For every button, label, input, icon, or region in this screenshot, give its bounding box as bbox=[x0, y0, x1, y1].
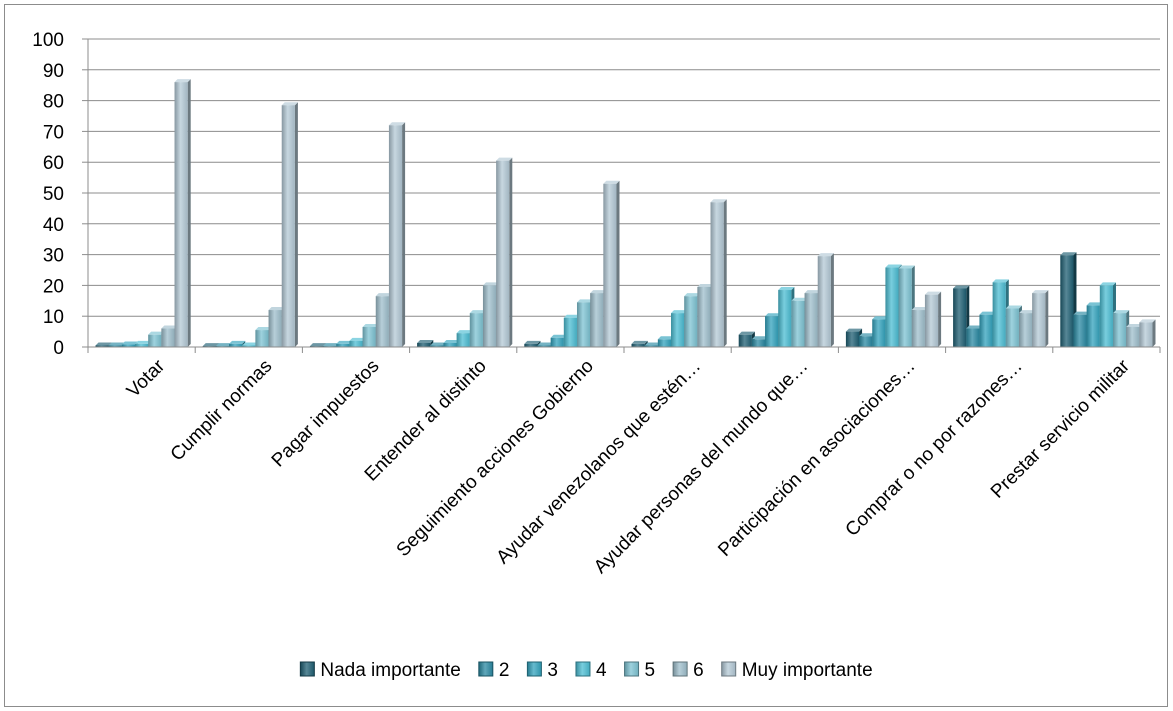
legend-label: 2 bbox=[499, 660, 510, 681]
y-tick-label: 20 bbox=[43, 276, 64, 297]
x-category-label: Ayudar personas del mundo que… bbox=[590, 356, 812, 578]
y-tick-label: 0 bbox=[53, 338, 64, 359]
legend-item: 4 bbox=[575, 660, 607, 681]
legend-label: 5 bbox=[645, 660, 656, 681]
legend: Nada importante 2 3 4 5 6 Muy importante bbox=[299, 660, 873, 681]
legend-item: Nada importante bbox=[299, 660, 461, 681]
x-category-label: Comprar o no por razones… bbox=[842, 356, 1027, 541]
x-category-label: Pagar impuestos bbox=[268, 356, 384, 472]
legend-swatch bbox=[624, 661, 640, 677]
y-axis-ticks: 0 10 20 30 40 50 60 70 80 90 100 bbox=[32, 30, 88, 359]
legend-label: 6 bbox=[693, 660, 704, 681]
bar bbox=[603, 180, 620, 347]
bar bbox=[388, 122, 406, 348]
bar bbox=[1032, 290, 1049, 347]
legend-label: 4 bbox=[596, 660, 607, 681]
y-tick-label: 50 bbox=[43, 184, 64, 205]
legend-item: 5 bbox=[624, 660, 656, 681]
y-tick-label: 90 bbox=[43, 61, 64, 82]
legend-swatch bbox=[721, 661, 737, 677]
x-category-label: Participación en asociaciones… bbox=[714, 356, 919, 561]
legend-item: Muy importante bbox=[721, 660, 873, 681]
axes bbox=[87, 39, 1161, 353]
legend-label: 3 bbox=[547, 660, 558, 681]
x-category-label: Votar bbox=[123, 355, 170, 402]
legend-swatch bbox=[478, 661, 494, 677]
bar bbox=[1139, 319, 1156, 347]
y-tick-label: 70 bbox=[43, 122, 64, 143]
y-tick-label: 80 bbox=[43, 92, 64, 113]
x-category-label: Seguimiento acciones Gobierno bbox=[393, 356, 598, 561]
bar bbox=[924, 291, 942, 347]
legend-label: Nada importante bbox=[320, 660, 460, 681]
legend-label: Muy importante bbox=[742, 660, 873, 681]
legend-item: 2 bbox=[478, 660, 510, 681]
legend-swatch bbox=[672, 661, 688, 677]
bar bbox=[817, 253, 834, 347]
gridlines bbox=[88, 38, 1160, 317]
legend-swatch bbox=[299, 661, 315, 677]
y-tick-label: 60 bbox=[43, 153, 64, 174]
x-category-label: Ayudar venezolanos que estén… bbox=[493, 356, 706, 569]
bar bbox=[496, 157, 513, 347]
bar bbox=[281, 102, 298, 347]
legend-item: 6 bbox=[672, 660, 704, 681]
bars bbox=[95, 79, 1156, 348]
y-tick-label: 30 bbox=[43, 246, 64, 267]
y-tick-label: 10 bbox=[43, 307, 64, 328]
y-tick-label: 40 bbox=[43, 215, 64, 236]
chart-frame bbox=[4, 4, 1168, 707]
x-category-label: Entender al distinto bbox=[361, 356, 491, 486]
legend-item: 3 bbox=[526, 660, 558, 681]
x-category-label: Cumplir normas bbox=[167, 356, 277, 466]
legend-swatch bbox=[575, 661, 591, 677]
legend-swatch bbox=[526, 661, 542, 677]
bar bbox=[710, 199, 727, 347]
y-tick-label: 100 bbox=[32, 30, 64, 51]
bar bbox=[174, 79, 191, 348]
